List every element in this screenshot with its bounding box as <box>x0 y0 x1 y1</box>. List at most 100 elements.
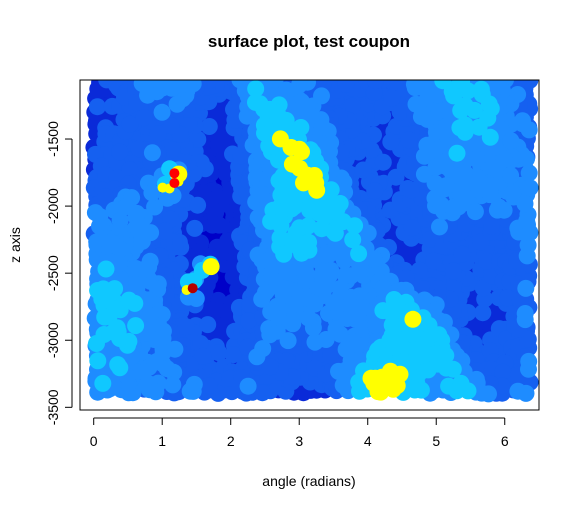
surface-point <box>261 100 279 118</box>
surface-point <box>306 295 324 313</box>
surface-point <box>199 316 217 334</box>
plot-frame <box>79 79 540 411</box>
surface-point <box>308 181 326 199</box>
surface-point <box>474 279 492 297</box>
surface-point <box>495 150 513 168</box>
surface-point <box>202 258 220 276</box>
surface-point <box>247 80 265 98</box>
surface-point <box>272 217 290 235</box>
surface-point <box>406 80 424 97</box>
surface-point <box>473 384 491 402</box>
surface-point <box>169 178 180 188</box>
surface-point <box>254 340 272 358</box>
x-tick-label: 3 <box>295 433 303 449</box>
surface-point <box>374 153 392 171</box>
surface-point <box>350 245 368 263</box>
surface-point <box>157 182 168 193</box>
surface-point <box>164 376 182 394</box>
surface-point <box>300 233 318 251</box>
x-tick-label: 0 <box>90 433 98 449</box>
surface-point <box>253 384 271 402</box>
surface-point <box>135 109 153 127</box>
surface-point <box>143 144 161 162</box>
surface-point <box>283 155 301 173</box>
surface-point <box>127 317 145 335</box>
surface-point <box>444 360 462 378</box>
surface-point <box>481 128 499 146</box>
surface-point <box>520 164 538 182</box>
x-axis: 0 1 2 3 4 5 6 <box>90 417 509 449</box>
surface-point <box>299 309 317 327</box>
surface-point <box>498 289 516 307</box>
surface-point <box>94 374 112 392</box>
surface-point <box>109 356 127 374</box>
surface-point <box>437 177 455 195</box>
surface-point <box>373 368 391 386</box>
surface-point <box>448 144 466 162</box>
x-tick-label: 2 <box>227 433 235 449</box>
surface-point <box>451 119 469 137</box>
surface-point <box>184 382 202 400</box>
surface-point <box>423 326 440 344</box>
surface-point <box>335 245 353 263</box>
surface-point <box>517 384 535 402</box>
surface-point <box>189 196 207 214</box>
surface-point <box>149 125 167 143</box>
surface-point <box>337 80 355 93</box>
surface-point <box>203 301 221 319</box>
y-tick-label: -2000 <box>45 188 61 224</box>
surface-point <box>261 326 279 344</box>
surface-point <box>403 219 421 237</box>
surface-point <box>482 100 500 117</box>
surface-point <box>331 195 349 212</box>
x-axis-label: angle (radians) <box>262 473 355 489</box>
surface-point <box>261 358 279 376</box>
surface-point <box>153 103 171 121</box>
surface-point <box>319 204 337 221</box>
surface-point <box>382 133 400 151</box>
surface-point <box>200 377 218 395</box>
surface-point <box>344 231 362 249</box>
surface-point <box>298 166 316 184</box>
y-tick-label: -3000 <box>45 322 61 358</box>
surface-point <box>91 217 108 235</box>
surface-point <box>421 230 439 248</box>
surface-point <box>434 123 452 141</box>
surface-point <box>434 80 452 90</box>
surface-point <box>374 279 392 297</box>
surface-point <box>240 312 257 330</box>
surface-point <box>97 260 115 278</box>
surface-point <box>354 161 372 179</box>
surface-point <box>89 352 107 370</box>
surface-point <box>111 143 129 161</box>
surface-point <box>474 304 492 322</box>
surface-point <box>367 80 384 90</box>
surface-point <box>154 343 172 361</box>
surface-point <box>299 80 316 91</box>
surface-point <box>158 360 176 378</box>
surface-point <box>495 201 513 219</box>
surface-point <box>133 80 151 92</box>
surface-point <box>130 273 148 291</box>
surface-point <box>120 291 138 309</box>
surface-point <box>86 204 104 222</box>
surface-point <box>413 340 431 358</box>
surface-point <box>282 139 300 156</box>
surface-point <box>403 325 421 343</box>
surface-point <box>143 184 161 202</box>
x-tick-label: 1 <box>158 433 166 449</box>
surface-point <box>437 102 455 120</box>
surface-point <box>388 340 406 357</box>
surface-point <box>217 302 235 320</box>
surface-point <box>468 150 485 168</box>
surface-point <box>314 270 331 287</box>
surface-point <box>322 347 339 365</box>
surface-point <box>516 311 534 329</box>
surface-point <box>367 316 384 334</box>
surface-point <box>88 98 106 116</box>
surface-point <box>179 80 197 93</box>
surface-point <box>316 246 334 264</box>
surface-point <box>279 280 297 298</box>
